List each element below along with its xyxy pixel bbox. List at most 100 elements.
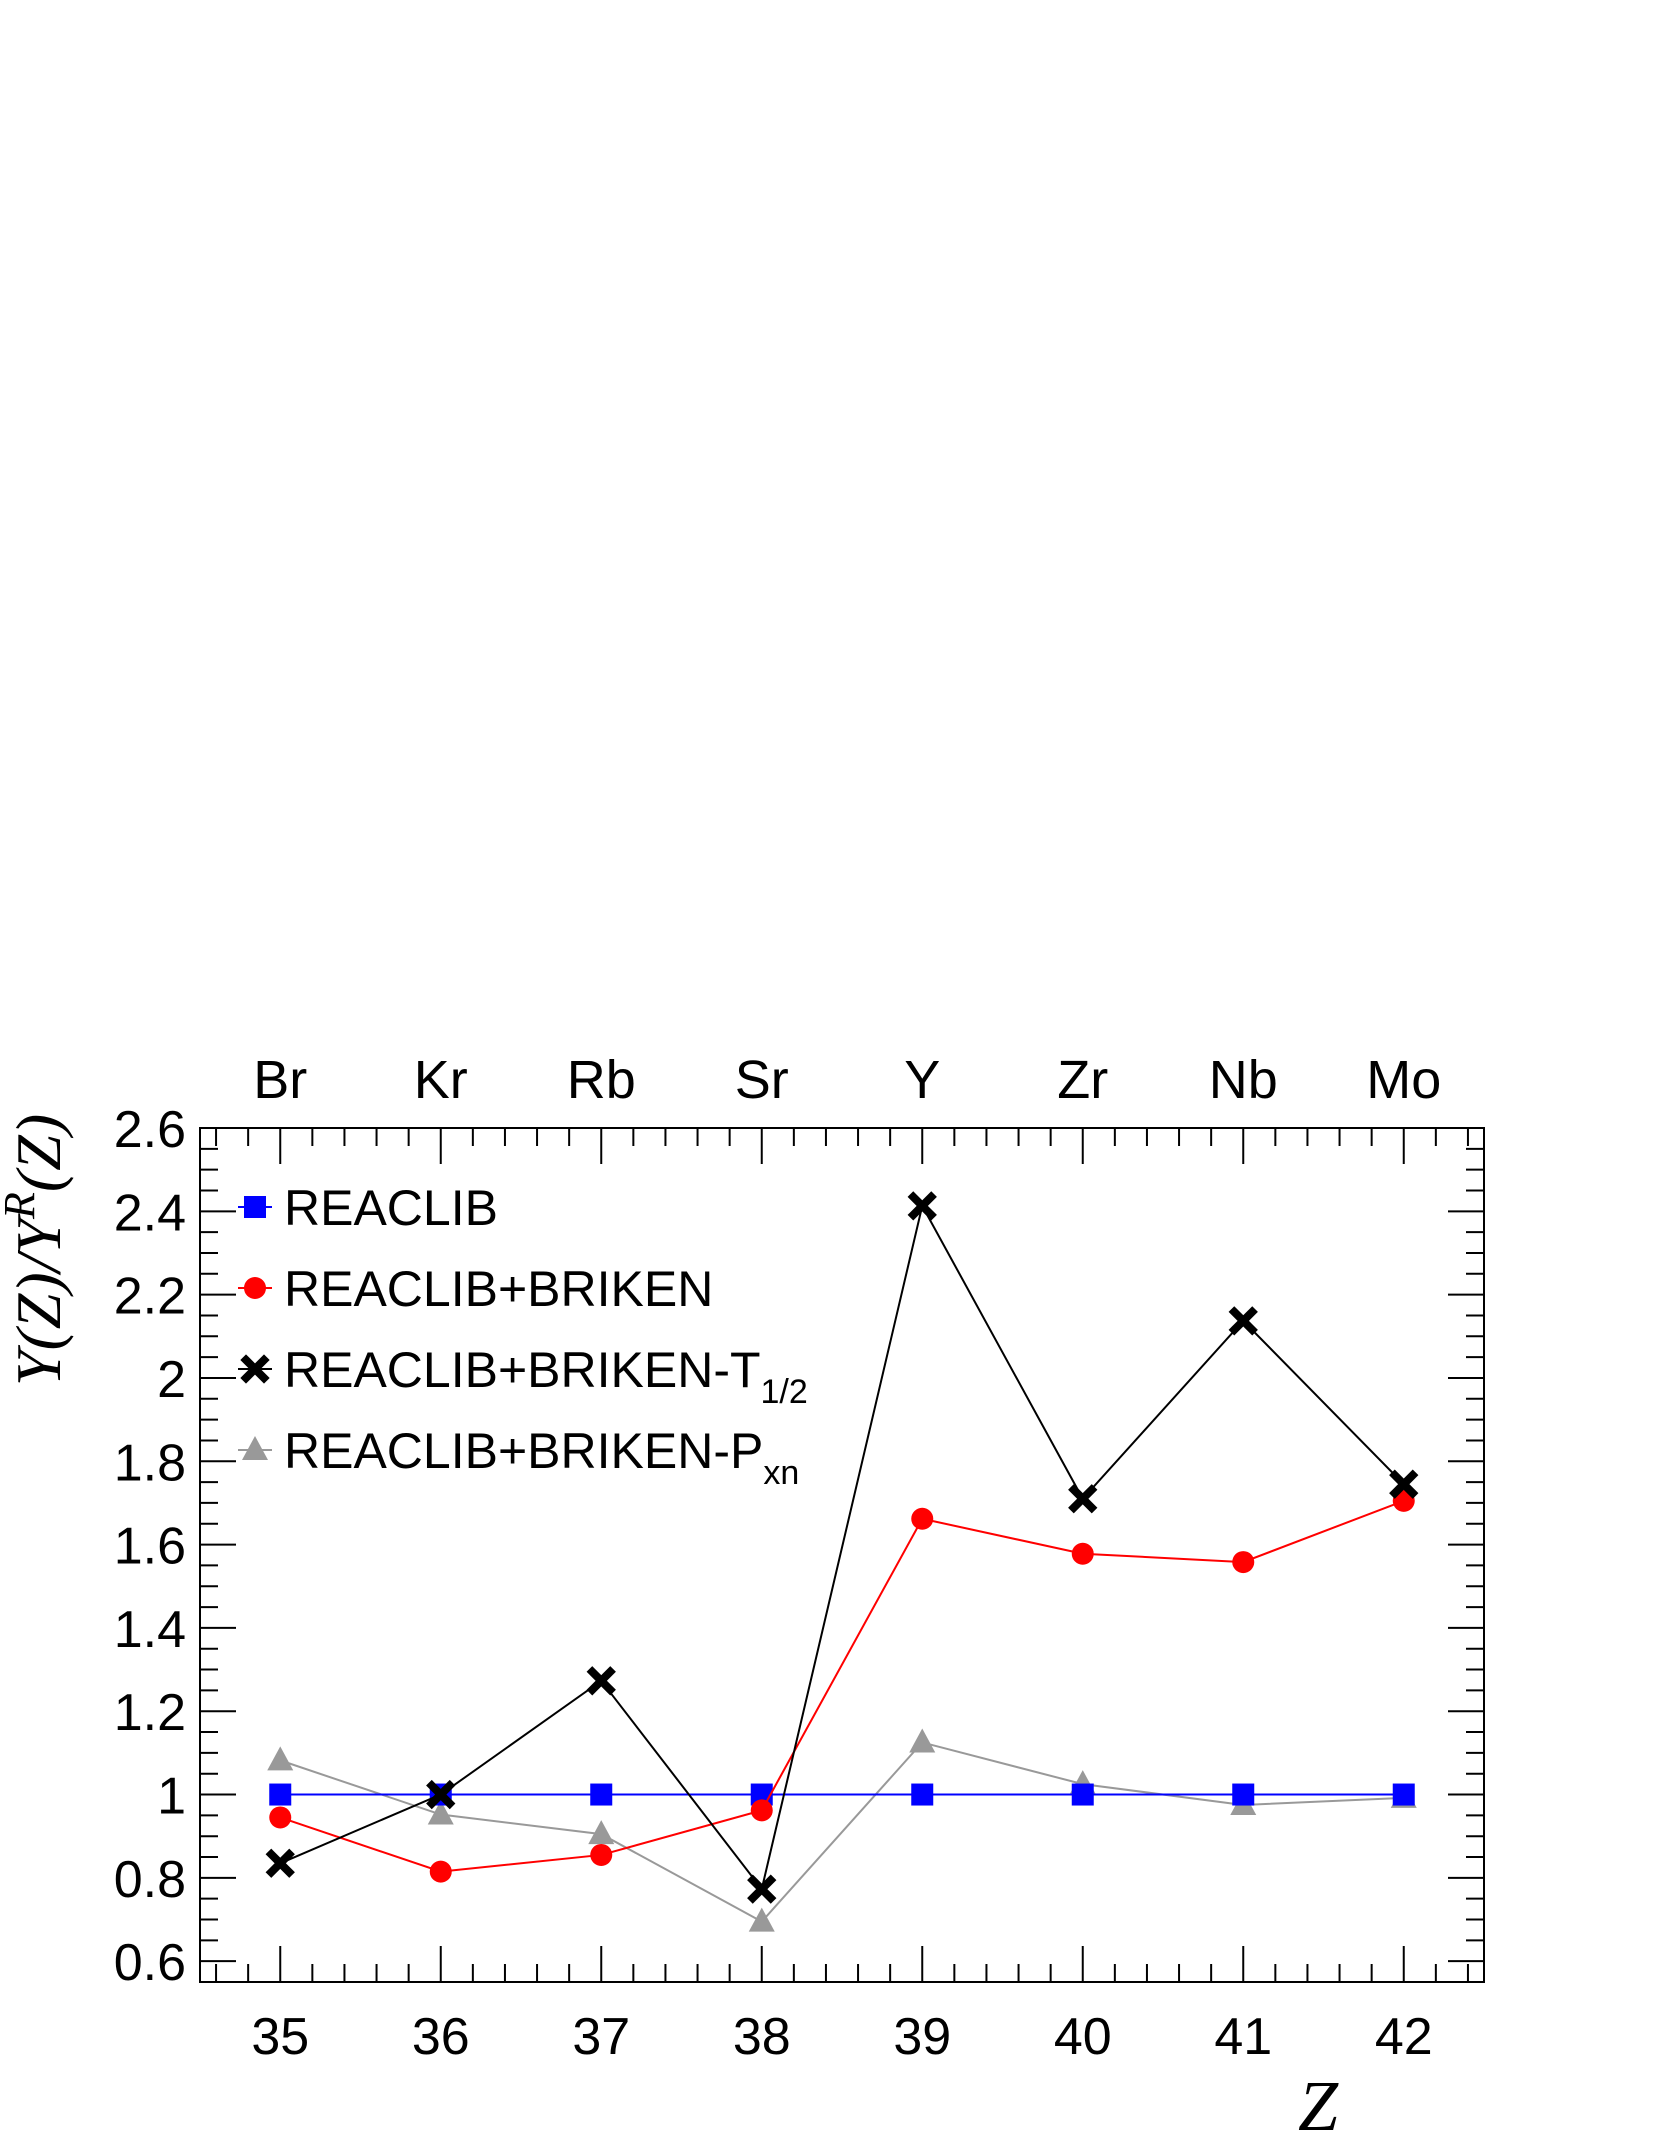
data-point: [747, 1874, 777, 1904]
legend-entry: REACLIB+BRIKEN: [238, 1261, 713, 1317]
data-point: [427, 1800, 454, 1825]
data-point: [267, 1746, 294, 1771]
legend-entry: REACLIB: [238, 1180, 498, 1236]
y-axis-label: Y(Z)/YR(Z): [0, 1114, 74, 1386]
legend: REACLIB REACLIB+BRIKEN REACLIB+BRIKEN-T1/2…: [238, 1180, 808, 1492]
y-tick-label: 1.4: [114, 1601, 186, 1659]
series-x: [265, 1191, 1419, 1904]
plot-frame: [199, 1127, 1485, 1983]
legend-marker: [242, 1436, 268, 1460]
legend-label: REACLIB: [284, 1180, 498, 1236]
y-tick-label: 0.8: [114, 1851, 186, 1909]
y-tick-label: 0.6: [114, 1934, 186, 1992]
data-point: [426, 1779, 456, 1810]
data-point: [269, 1806, 292, 1829]
axis-ticks: [200, 1127, 1484, 1982]
x-marker-stroke: [240, 1354, 270, 1384]
data-point: [269, 1783, 292, 1806]
legend-marker: [244, 1196, 266, 1218]
y-tick-label: 2.2: [114, 1268, 186, 1326]
top-element-label: Zr: [1057, 1050, 1108, 1110]
series-circle: [269, 1489, 1415, 1883]
data-point: [1071, 1783, 1094, 1806]
x-tick-label: 41: [1214, 2008, 1272, 2066]
data-point: [429, 1860, 452, 1883]
top-element-label: Y: [904, 1050, 940, 1110]
x-marker-stroke: [265, 1848, 295, 1878]
data-point: [265, 1848, 295, 1878]
series-line: [279, 1203, 1405, 1892]
y-axis-label-sup: R: [0, 1192, 44, 1220]
y-axis-label-main: Y(Z)/Y: [3, 1213, 74, 1387]
legend-label: REACLIB+BRIKEN-T1/2: [284, 1342, 808, 1411]
data-point: [1071, 1542, 1094, 1565]
data-point: [590, 1843, 613, 1866]
data-point: [590, 1783, 613, 1806]
top-element-label: Nb: [1209, 1050, 1278, 1110]
y-axis-label-tail: (Z): [3, 1114, 74, 1192]
series-triangle: [267, 1728, 1417, 1932]
data-point: [1228, 1306, 1258, 1336]
x-marker-stroke: [907, 1191, 937, 1221]
data-point: [909, 1728, 936, 1753]
legend-label-subscript: 1/2: [761, 1373, 808, 1411]
x-tick-labels: 35 36 37 38 39 40 41 42: [251, 2008, 1432, 2066]
legend-entry: REACLIB+BRIKEN-Pxn: [238, 1423, 799, 1492]
top-element-label: Mo: [1366, 1050, 1441, 1110]
data-point: [907, 1191, 937, 1221]
x-tick-label: 35: [251, 2008, 309, 2066]
x-tick-label: 39: [893, 2008, 951, 2066]
data-point: [748, 1907, 775, 1932]
y-tick-label: 2.4: [114, 1184, 186, 1242]
y-tick-label: 2.6: [114, 1101, 186, 1159]
y-tick-label: 1: [157, 1768, 186, 1826]
legend-label-main: REACLIB: [284, 1180, 498, 1236]
x-marker-stroke: [1228, 1306, 1258, 1336]
top-element-label: Rb: [567, 1050, 636, 1110]
x-tick-label: 42: [1375, 2008, 1433, 2066]
data-point: [1232, 1783, 1255, 1806]
legend-marker: [244, 1277, 266, 1299]
top-element-labels: Br Kr Rb Sr Y Zr Nb Mo: [253, 1050, 1441, 1110]
x-marker-stroke: [586, 1666, 616, 1696]
data-point: [911, 1507, 934, 1530]
y-tick-label: 2: [157, 1351, 186, 1409]
y-tick-label: 1.6: [114, 1518, 186, 1576]
data-point: [1392, 1783, 1415, 1806]
top-element-label: Br: [253, 1050, 307, 1110]
top-element-label: Sr: [735, 1050, 789, 1110]
data-point: [750, 1799, 773, 1822]
x-tick-label: 40: [1054, 2008, 1112, 2066]
legend-marker: [240, 1354, 270, 1384]
data-point: [1389, 1469, 1419, 1499]
series-layer: [265, 1191, 1419, 1932]
y-tick-labels: 0.6 0.8 1 1.2 1.4 1.6 1.8 2 2.2 2.4 2.6: [114, 1101, 186, 1992]
x-marker-stroke: [747, 1874, 777, 1904]
series-line: [279, 1499, 1405, 1873]
x-tick-label: 36: [412, 2008, 470, 2066]
legend-label-subscript: xn: [763, 1454, 799, 1492]
y-tick-label: 1.8: [114, 1434, 186, 1492]
legend-label: REACLIB+BRIKEN-Pxn: [284, 1423, 799, 1492]
x-marker-stroke: [1068, 1484, 1098, 1514]
x-tick-label: 37: [572, 2008, 630, 2066]
data-point: [911, 1783, 934, 1806]
top-element-label: Kr: [414, 1050, 468, 1110]
x-axis-label: Z: [1298, 2066, 1339, 2146]
legend-label-main: REACLIB+BRIKEN: [284, 1261, 713, 1317]
legend-label-main: REACLIB+BRIKEN-T: [284, 1342, 761, 1398]
x-marker-stroke: [426, 1779, 456, 1810]
series-line: [279, 1741, 1404, 1923]
y-tick-label: 1.2: [114, 1684, 186, 1742]
legend-label-main: REACLIB+BRIKEN-P: [284, 1423, 763, 1479]
legend-entry: REACLIB+BRIKEN-T1/2: [238, 1342, 808, 1411]
data-point: [1392, 1489, 1415, 1512]
data-point: [1068, 1484, 1098, 1514]
x-tick-label: 38: [733, 2008, 791, 2066]
legend-label: REACLIB+BRIKEN: [284, 1261, 713, 1317]
x-marker-stroke: [1389, 1469, 1419, 1499]
data-point: [588, 1820, 615, 1845]
data-point: [586, 1666, 616, 1696]
data-point: [1232, 1551, 1255, 1574]
